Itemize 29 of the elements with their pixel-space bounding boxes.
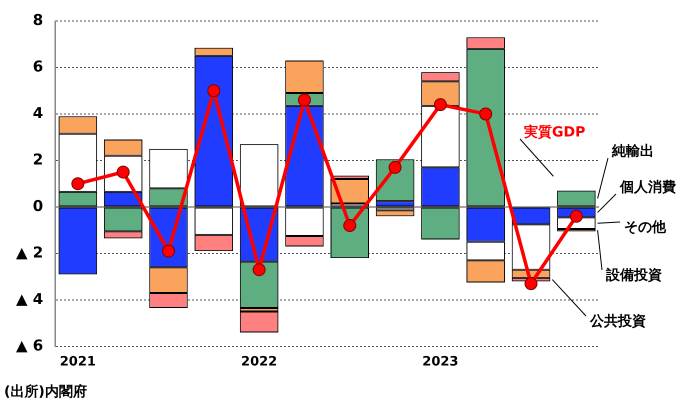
text: 設備投資 (605, 268, 662, 284)
text: 公共投資 (589, 314, 646, 330)
point (570, 210, 583, 223)
text: 純輸出 (611, 144, 654, 160)
text: その他 (624, 220, 667, 236)
point (388, 160, 402, 174)
point (343, 219, 356, 232)
y-tick-label: 8 (32, 10, 44, 29)
y-tick-label: ▲ 6 (16, 336, 44, 354)
text: (出所)内閣府 (4, 383, 87, 401)
point (479, 107, 492, 120)
x-tick-label: 2022 (241, 354, 278, 370)
text: 実質GDP (524, 124, 586, 141)
y-tick-label: 2 (32, 150, 44, 168)
text: 個人消費 (619, 180, 676, 196)
point (524, 277, 538, 290)
y-tick-label: 4 (32, 104, 44, 122)
point (207, 84, 220, 98)
point (71, 177, 84, 190)
y-tick-label: ▲ 4 (16, 290, 44, 308)
x-tick-label: 2021 (60, 354, 96, 370)
point (434, 98, 447, 112)
y-tick-label: 0 (32, 196, 44, 215)
x-tick-label: 2023 (422, 354, 458, 370)
y-tick-label: 6 (32, 57, 44, 76)
point (252, 263, 266, 276)
point (298, 94, 311, 107)
y-tick-label: ▲ 2 (16, 243, 44, 262)
point (162, 244, 175, 258)
